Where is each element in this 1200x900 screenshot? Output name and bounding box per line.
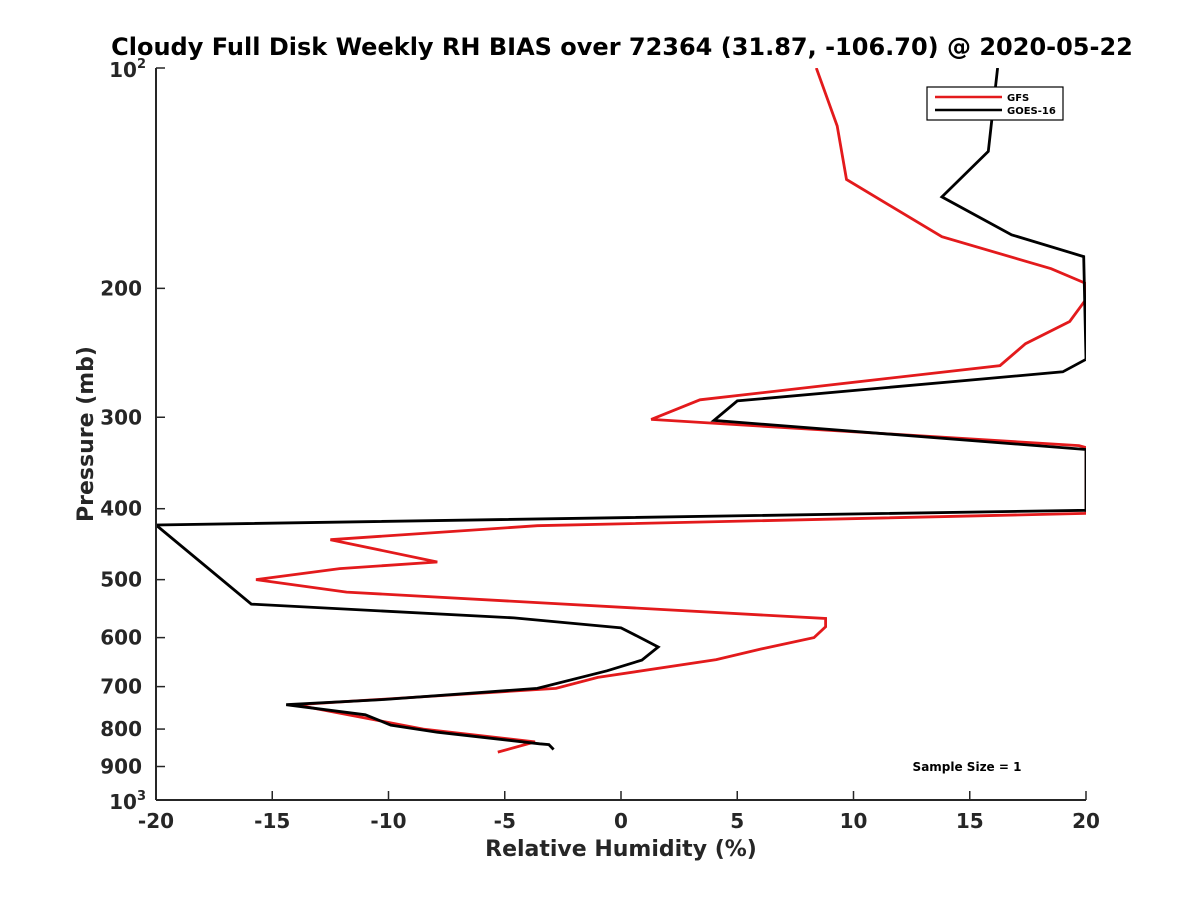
x-ticks: -20 -15 -10 -5 0 5 10 15 20 bbox=[138, 791, 1100, 833]
y-axis-label: Pressure (mb) bbox=[74, 346, 99, 522]
sample-size-annotation: Sample Size = 1 bbox=[913, 760, 1022, 774]
x-tick-label: -20 bbox=[138, 809, 174, 833]
x-tick-label: 5 bbox=[730, 809, 744, 833]
y-tick-label: 103 bbox=[109, 789, 146, 814]
x-tick-label: 15 bbox=[956, 809, 984, 833]
x-tick-label: -5 bbox=[494, 809, 516, 833]
legend-label-gfs: GFS bbox=[1007, 93, 1029, 104]
legend-label-goes16: GOES-16 bbox=[1007, 106, 1056, 117]
legend-box bbox=[926, 86, 1064, 121]
x-axis-label: Relative Humidity (%) bbox=[485, 837, 757, 862]
series-line-gfs bbox=[255, 68, 1086, 754]
x-tick-label: -15 bbox=[254, 809, 290, 833]
x-tick-label: 0 bbox=[614, 809, 628, 833]
y-tick-label: 200 bbox=[100, 276, 142, 300]
y-tick-label: 900 bbox=[100, 755, 142, 779]
y-tick-label: 800 bbox=[100, 717, 142, 741]
x-tick-label: 10 bbox=[840, 809, 868, 833]
x-tick-label: 20 bbox=[1072, 809, 1100, 833]
y-tick-label: 400 bbox=[100, 497, 142, 521]
chart-title: Cloudy Full Disk Weekly RH BIAS over 723… bbox=[111, 33, 1133, 61]
y-tick-label: 500 bbox=[100, 568, 142, 592]
series-layer bbox=[156, 68, 1086, 754]
y-ticks: 102 200 300 400 500 600 700 800 900 103 bbox=[100, 57, 165, 814]
series-line-goes16 bbox=[156, 68, 1086, 751]
y-tick-label: 300 bbox=[100, 405, 142, 429]
legend: GFS GOES-16 bbox=[926, 86, 1064, 121]
y-tick-label: 600 bbox=[100, 626, 142, 650]
y-tick-label: 102 bbox=[109, 57, 146, 82]
x-tick-label: -10 bbox=[370, 809, 406, 833]
y-tick-label: 700 bbox=[100, 675, 142, 699]
